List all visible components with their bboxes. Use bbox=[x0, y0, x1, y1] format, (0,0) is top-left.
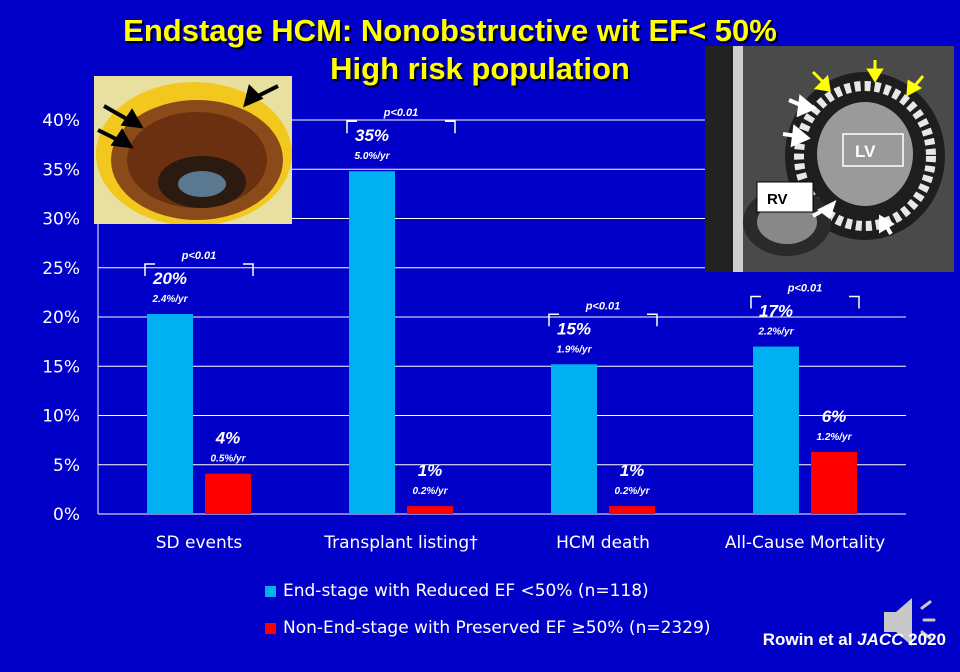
data-label: 6% bbox=[822, 407, 847, 426]
pathology-specimen-image bbox=[94, 76, 292, 224]
bar bbox=[551, 364, 597, 514]
data-label: 4% bbox=[215, 429, 241, 448]
slide-title-line2: High risk population bbox=[330, 51, 630, 86]
rate-label: 0.2%/yr bbox=[614, 486, 650, 497]
data-label: 35% bbox=[355, 126, 389, 145]
p-value-bracket bbox=[548, 313, 658, 327]
y-tick-label: 35% bbox=[42, 160, 80, 180]
bar bbox=[811, 451, 857, 514]
bar bbox=[349, 171, 395, 514]
p-value-bracket bbox=[144, 263, 254, 277]
y-tick-label: 30% bbox=[42, 210, 80, 230]
rate-label: 0.5%/yr bbox=[210, 454, 246, 465]
y-tick-label: 10% bbox=[42, 407, 80, 427]
rate-label: 1.2%/yr bbox=[816, 432, 852, 443]
bar bbox=[205, 473, 251, 514]
p-value-label: p<0.01 bbox=[181, 250, 217, 262]
bar bbox=[147, 314, 193, 514]
bar bbox=[609, 506, 655, 514]
p-value-bracket bbox=[750, 295, 860, 309]
mri-label-rv: RV bbox=[767, 191, 788, 208]
citation-authors: Rowin et al bbox=[762, 630, 858, 649]
x-tick-label: Transplant listing† bbox=[323, 533, 478, 553]
citation-journal: JACC bbox=[857, 630, 904, 649]
data-label: 15% bbox=[557, 319, 591, 338]
speaker-icon[interactable] bbox=[878, 590, 948, 660]
p-value-label: p<0.01 bbox=[787, 283, 823, 295]
slide-title-line1: Endstage HCM: Nonobstructive wit EF< 50% bbox=[123, 13, 777, 48]
data-label: 20% bbox=[152, 269, 187, 288]
mri-label-lv: LV bbox=[855, 142, 876, 161]
legend-label-reduced: End-stage with Reduced EF <50% (n=118) bbox=[283, 581, 649, 601]
mri-image: LV RV bbox=[705, 46, 954, 272]
y-tick-label: 25% bbox=[42, 259, 80, 279]
p-value-label: p<0.01 bbox=[383, 107, 419, 119]
y-tick-label: 40% bbox=[42, 111, 80, 131]
rate-label: 1.9%/yr bbox=[556, 344, 592, 355]
x-tick-label: All-Cause Mortality bbox=[725, 533, 885, 553]
bar bbox=[753, 346, 799, 514]
legend-label-preserved: Non-End-stage with Preserved EF ≥50% (n=… bbox=[283, 618, 711, 638]
rate-label: 2.2%/yr bbox=[757, 327, 794, 338]
p-value-label: p<0.01 bbox=[585, 300, 621, 312]
bar bbox=[407, 506, 453, 514]
data-label: 17% bbox=[759, 302, 793, 321]
y-tick-label: 15% bbox=[42, 357, 80, 377]
legend-swatch-preserved bbox=[265, 623, 276, 634]
y-tick-label: 20% bbox=[42, 308, 80, 328]
data-label: 1% bbox=[418, 461, 443, 480]
x-tick-label: HCM death bbox=[556, 533, 650, 553]
rate-label: 5.0%/yr bbox=[354, 151, 390, 162]
data-label: 1% bbox=[620, 461, 645, 480]
y-tick-label: 0% bbox=[53, 505, 80, 525]
legend-swatch-reduced bbox=[265, 586, 276, 597]
rate-label: 0.2%/yr bbox=[412, 486, 448, 497]
p-value-bracket bbox=[346, 120, 456, 134]
rate-label: 2.4%/yr bbox=[151, 294, 188, 305]
x-tick-label: SD events bbox=[156, 533, 243, 553]
citation: Rowin et al JACC 2020 bbox=[763, 630, 946, 650]
citation-year: 2020 bbox=[903, 630, 946, 649]
y-tick-label: 5% bbox=[53, 456, 80, 476]
